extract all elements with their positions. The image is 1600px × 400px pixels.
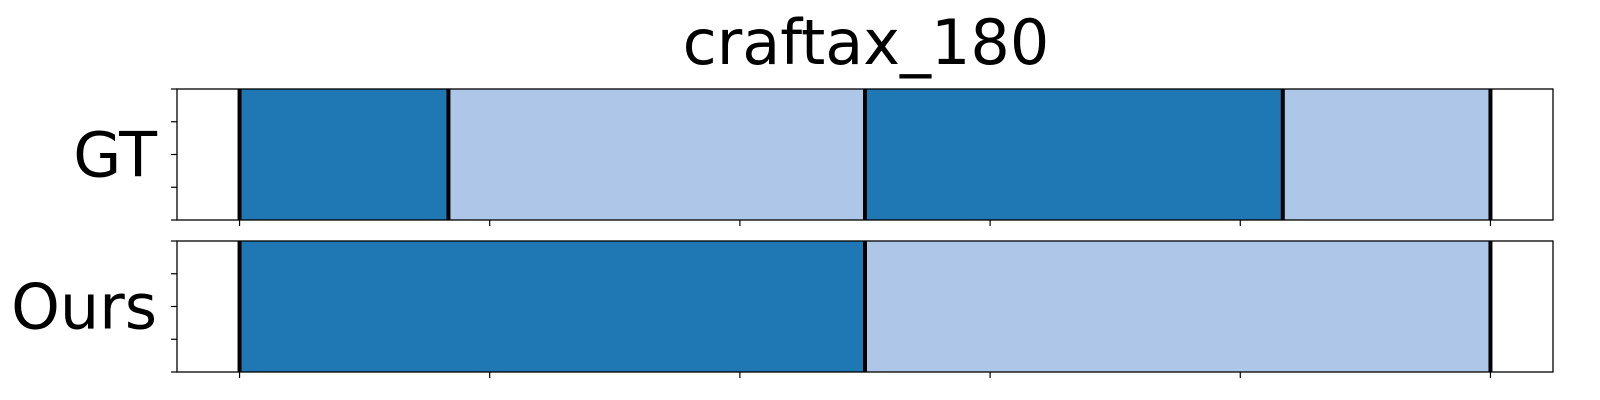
row-gt: GT [73,88,1554,226]
chart-title: craftax_180 [683,6,1050,79]
segment-bar [448,89,865,220]
segment-bar [239,241,865,372]
rows-layer: GT Ours [11,88,1554,378]
segment-bar [865,241,1491,372]
segment-bar [865,89,1283,220]
row-label-ours: Ours [11,271,157,344]
row-ours: Ours [11,240,1554,378]
segment-bar [239,89,449,220]
segment-bar [1282,89,1491,220]
row-label-gt: GT [73,119,158,192]
